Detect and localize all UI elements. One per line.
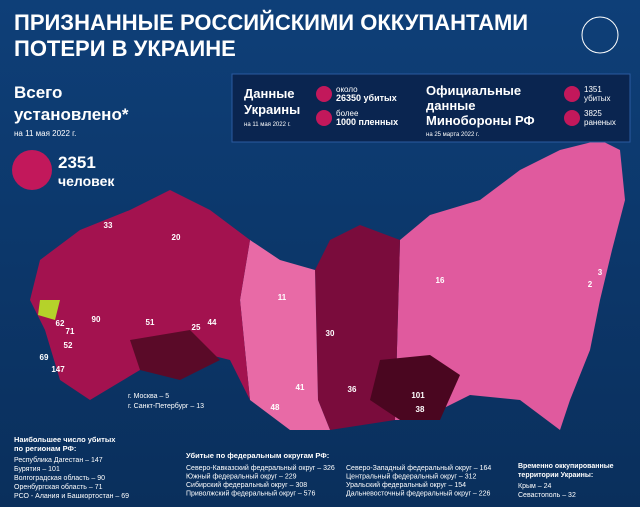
district-row: Дальневосточный федеральный округ – 226 — [346, 490, 491, 498]
regions-title: Наибольшее число убитых — [14, 435, 116, 444]
russia-item: 1351 — [584, 85, 602, 94]
ukraine-date: на 11 мая 2022 г. — [244, 122, 291, 128]
occupied-title: территории Украины: — [518, 472, 593, 479]
total-unit: человек — [58, 173, 115, 189]
map-label: 71 — [66, 327, 75, 336]
map-label: 2 — [588, 280, 593, 289]
map-label: 3 — [598, 268, 603, 277]
district-row: Северо-Кавказский федеральный округ – 32… — [186, 464, 335, 472]
map-label: 16 — [436, 276, 445, 285]
map-label: 36 — [348, 385, 357, 394]
ukraine-item: 26350 убитых — [336, 93, 397, 103]
districts-title: Убитые по федеральным округам РФ: — [186, 451, 329, 460]
total-heading: Всего — [14, 83, 62, 102]
russia-title: Официальные — [426, 83, 521, 98]
map-label: 11 — [278, 293, 287, 302]
map-label: 44 — [208, 318, 217, 327]
city-note: г. Москва – 5 — [128, 393, 169, 400]
occupied-title: Временно оккупированные — [518, 463, 614, 470]
skull-icon — [12, 150, 52, 190]
map-label: 52 — [64, 341, 73, 350]
icon — [564, 86, 580, 102]
russia-date: на 25 марта 2022 г. — [426, 132, 479, 138]
emblem — [581, 16, 619, 54]
district-row: Южный федеральный округ – 229 — [186, 473, 297, 481]
russia-item: раненых — [584, 118, 616, 127]
map-label: 51 — [146, 318, 155, 327]
stats-box — [231, 73, 631, 143]
ukraine-item: более — [336, 109, 359, 118]
region-row: Республика Дагестан – 147 — [14, 456, 103, 464]
icon — [316, 110, 332, 126]
occupied-row: Крым – 24 — [518, 483, 551, 490]
map-label: 62 — [56, 319, 65, 328]
map — [30, 140, 625, 430]
total-heading: установлено* — [14, 105, 129, 124]
icon — [316, 86, 332, 102]
map-label: 48 — [271, 403, 280, 412]
map-label: 90 — [92, 315, 101, 324]
region-row: Бурятия – 101 — [14, 466, 60, 473]
russia-title: Минобороны РФ — [426, 113, 535, 128]
map-label: 33 — [104, 221, 113, 230]
region-row: Волгоградская область – 90 — [14, 474, 105, 482]
ukraine-title: Данные — [244, 86, 295, 101]
ukraine-title: Украины — [244, 102, 300, 117]
map-label: 41 — [296, 383, 305, 392]
district-row: Приволжский федеральный округ – 576 — [186, 490, 315, 498]
map-label: 101 — [411, 391, 425, 400]
district-row: Северо-Западный федеральный округ – 164 — [346, 464, 491, 472]
region-row: РСО - Алания и Башкортостан – 69 — [14, 493, 129, 500]
map-label: 69 — [40, 353, 49, 362]
ukraine-item: 1000 пленных — [336, 117, 398, 127]
lists: Республика Дагестан – 147 Бурятия – 101Во… — [14, 456, 576, 500]
russia-item: 3825 — [584, 109, 602, 118]
russia-item: убитых — [584, 94, 611, 103]
map-labels: 147 90 71 69 62 52 33 36 30 48 41 101 38 25 16 11 32 20 51… — [40, 221, 603, 414]
city-note: г. Санкт-Петербург – 13 — [128, 402, 204, 410]
total-date: на 11 мая 2022 г. — [14, 129, 76, 138]
russia-title: данные — [426, 98, 476, 113]
map-label: 30 — [326, 329, 335, 338]
title: ПРИЗНАННЫЕ РОССИЙСКИМИ ОККУПАНТАМИ — [14, 10, 528, 35]
map-label: 38 — [416, 405, 425, 414]
title: ПОТЕРИ В УКРАИНЕ — [14, 36, 236, 61]
map-label: 147 — [51, 365, 65, 374]
total-count: 2351 — [58, 153, 96, 172]
regions-title: по регионам РФ: — [14, 444, 76, 453]
map-label: 20 — [172, 233, 181, 242]
district-row: Центральный федеральный округ – 312 — [346, 473, 477, 481]
icon — [564, 110, 580, 126]
region-row: Оренбургская область – 71 — [14, 483, 103, 491]
occupied-row: Севастополь – 32 — [518, 492, 576, 499]
map-label: 25 — [192, 323, 201, 332]
district-row: Уральский федеральный округ – 154 — [346, 481, 466, 489]
ukraine-item: около — [336, 85, 358, 94]
district-row: Сибирский федеральный округ – 308 — [186, 481, 307, 489]
